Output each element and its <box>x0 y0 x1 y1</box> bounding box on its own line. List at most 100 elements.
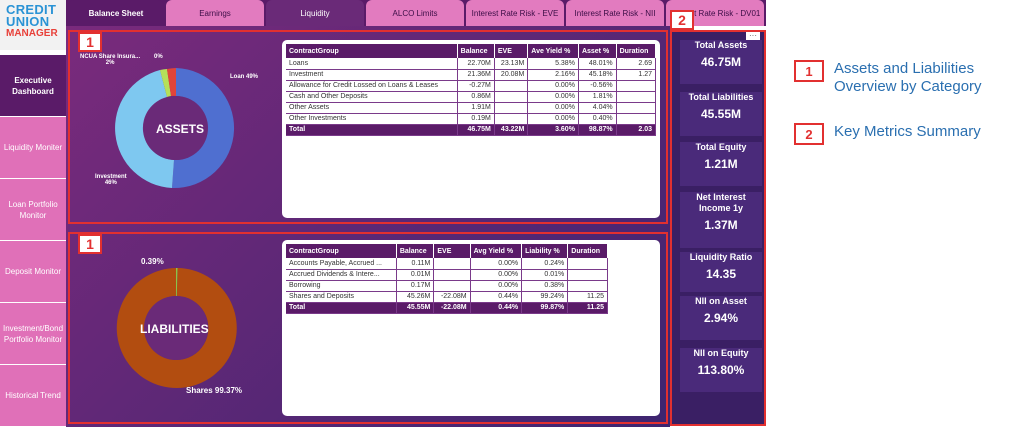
tab-irr-eve[interactable]: Interest Rate Risk - EVE <box>466 0 564 26</box>
table-total-row: Total 46.75M 43.22M 3.60% 98.87% 2.03 <box>286 124 657 136</box>
liabilities-table-container: ContractGroup Balance EVE Avg Yield % Li… <box>282 240 660 416</box>
table-cell: -22.08M <box>433 302 471 314</box>
table-cell <box>616 113 657 125</box>
table-cell: 48.01% <box>578 58 617 70</box>
table-cell: 1.81% <box>578 91 617 103</box>
assets-th-balance[interactable]: Balance <box>457 44 495 58</box>
tab-balance-sheet[interactable]: Balance Sheet <box>68 0 164 26</box>
table-cell <box>567 258 608 270</box>
table-cell: 0.00% <box>527 113 579 125</box>
liabilities-donut-hole <box>144 296 208 360</box>
table-cell: 99.24% <box>521 291 569 303</box>
kpi-value: 2.94% <box>703 311 739 325</box>
table-cell: 0.17M <box>396 280 435 292</box>
assets-center-label: ASSETS <box>156 122 205 136</box>
app-logo: CREDIT UNION MANAGER <box>0 0 66 50</box>
assets-th-contractgroup[interactable]: ContractGroup <box>286 44 458 58</box>
table-cell: 0.40% <box>578 113 617 125</box>
assets-th-asset-pct[interactable]: Asset % <box>578 44 617 58</box>
legend-number: 1 <box>794 60 824 82</box>
legend-item-2: 2 Key Metrics Summary <box>794 123 981 145</box>
assets-donut-chart[interactable]: ASSETS NCUA Share Insura... 2% 0% Loan 4… <box>80 54 286 216</box>
kpi-panel: ··· Total Assets 46.75M Total Liabilitie… <box>670 30 766 426</box>
table-row: Other Investments 0.19M 0.00% 0.40% <box>286 113 657 125</box>
kpi-nii-on-asset: NII on Asset 2.94% <box>680 296 762 340</box>
tab-earnings[interactable]: Earnings <box>166 0 264 26</box>
liabilities-donut-chart[interactable]: LIABILITIES 0.39% Shares 99.37% <box>86 254 286 419</box>
assets-loan-label: Loan 49% <box>230 74 259 80</box>
table-cell: Other Assets <box>286 102 458 114</box>
liabilities-small-label: 0.39% <box>141 257 164 266</box>
table-cell: Total <box>286 302 397 314</box>
liabilities-table: ContractGroup Balance EVE Avg Yield % Li… <box>286 244 608 314</box>
legend-text: Key Metrics Summary <box>834 123 981 140</box>
table-cell: 0.00% <box>527 80 579 92</box>
liabilities-th-duration[interactable]: Duration <box>567 244 608 258</box>
table-cell: 0.86M <box>457 91 495 103</box>
liabilities-slice-shares <box>116 268 237 388</box>
assets-th-ave-yield[interactable]: Ave Yield % <box>527 44 579 58</box>
table-cell: 0.24% <box>521 258 569 270</box>
table-cell: 0.44% <box>470 302 523 314</box>
liabilities-shares-label: Shares 99.37% <box>186 386 243 395</box>
liabilities-panel <box>68 232 668 424</box>
table-cell: 45.18% <box>578 69 617 81</box>
tab-irr-nii[interactable]: Interest Rate Risk - NII <box>566 0 664 26</box>
liabilities-panel-number: 1 <box>78 234 102 254</box>
table-cell: Cash and Other Deposits <box>286 91 458 103</box>
kpi-panel-number: 2 <box>670 10 694 30</box>
table-row: Accounts Payable, Accrued ... 0.11M 0.00% 0… <box>286 258 608 270</box>
table-cell: 0.01M <box>396 269 435 281</box>
liabilities-th-eve[interactable]: EVE <box>433 244 471 258</box>
assets-panel-number: 1 <box>78 32 102 52</box>
table-cell: Accounts Payable, Accrued ... <box>286 258 397 270</box>
table-cell: 22.70M <box>457 58 495 70</box>
table-cell: 46.75M <box>457 124 495 136</box>
table-cell: 2.69 <box>616 58 657 70</box>
logo-line-1: CREDIT <box>6 2 57 17</box>
kpi-total-liabilities: Total Liabilities 45.55M <box>680 92 762 136</box>
assets-th-eve[interactable]: EVE <box>494 44 529 58</box>
table-cell: Other Investments <box>286 113 458 125</box>
kpi-value: 1.21M <box>704 157 738 171</box>
table-cell: 45.55M <box>396 302 435 314</box>
table-cell <box>494 91 529 103</box>
table-cell: 0.00% <box>470 280 523 292</box>
tab-alco-limits[interactable]: ALCO Limits <box>366 0 464 26</box>
liabilities-th-balance[interactable]: Balance <box>396 244 435 258</box>
table-cell: 0.00% <box>527 91 579 103</box>
tab-bar: Balance Sheet Earnings Liquidity ALCO Li… <box>66 0 766 26</box>
table-cell: -0.27M <box>457 80 495 92</box>
table-cell: 5.38% <box>527 58 579 70</box>
kpi-title: Total Assets <box>694 40 748 50</box>
tab-liquidity[interactable]: Liquidity <box>266 0 364 26</box>
table-cell <box>567 280 608 292</box>
table-cell: 23.13M <box>494 58 529 70</box>
assets-th-duration[interactable]: Duration <box>616 44 657 58</box>
assets-donut-hole <box>144 96 208 160</box>
table-cell: 3.60% <box>527 124 579 136</box>
sidebar-item-loan-portfolio[interactable]: Loan Portfolio Monitor <box>0 179 66 241</box>
sidebar-item-historical-trend[interactable]: Historical Trend <box>0 365 66 427</box>
legend-number: 2 <box>794 123 824 145</box>
sidebar-item-executive-dashboard[interactable]: Executive Dashboard <box>0 55 66 117</box>
table-cell: 0.00% <box>470 258 523 270</box>
kpi-liquidity-ratio: Liquidity Ratio 14.35 <box>680 252 762 292</box>
table-cell <box>616 91 657 103</box>
kpi-title: Total Equity <box>695 142 747 152</box>
table-row: Accrued Dividends & Intere... 0.01M 0.00% 0… <box>286 269 608 281</box>
more-options-icon[interactable]: ··· <box>746 32 760 42</box>
liabilities-th-liability-pct[interactable]: Liability % <box>521 244 569 258</box>
kpi-value: 46.75M <box>700 55 742 69</box>
table-cell: 45.26M <box>396 291 435 303</box>
liabilities-th-contractgroup[interactable]: ContractGroup <box>286 244 397 258</box>
sidebar-item-deposit-monitor[interactable]: Deposit Monitor <box>0 241 66 303</box>
table-row: Investment 21.36M 20.08M 2.16% 45.18% 1.27 <box>286 69 657 81</box>
assets-panel <box>68 30 668 224</box>
sidebar-item-liquidity-moniter[interactable]: Liquidity Moniter <box>0 117 66 179</box>
table-cell: 2.16% <box>527 69 579 81</box>
logo-line-3: MANAGER <box>6 28 58 39</box>
liabilities-th-avg-yield[interactable]: Avg Yield % <box>470 244 523 258</box>
sidebar-item-investment-bond[interactable]: Investment/Bond Portfolio Monitor <box>0 303 66 365</box>
table-row: Loans 22.70M 23.13M 5.38% 48.01% 2.69 <box>286 58 657 70</box>
